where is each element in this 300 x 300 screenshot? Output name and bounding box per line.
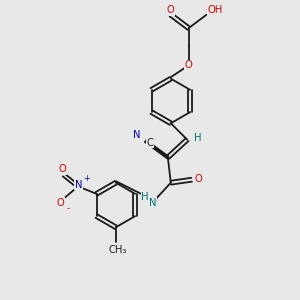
Text: C: C (147, 138, 153, 148)
Text: -: - (66, 205, 69, 214)
Text: O: O (185, 60, 193, 70)
Text: OH: OH (208, 5, 223, 15)
Text: O: O (194, 174, 202, 184)
Text: +: + (83, 174, 90, 183)
Text: H: H (141, 192, 149, 202)
Text: O: O (56, 198, 64, 208)
Text: O: O (167, 5, 175, 15)
Text: H: H (194, 133, 201, 143)
Text: CH₃: CH₃ (108, 245, 127, 256)
Text: N: N (75, 180, 82, 190)
Text: N: N (149, 198, 157, 208)
Text: O: O (58, 164, 66, 174)
Text: N: N (134, 130, 141, 140)
